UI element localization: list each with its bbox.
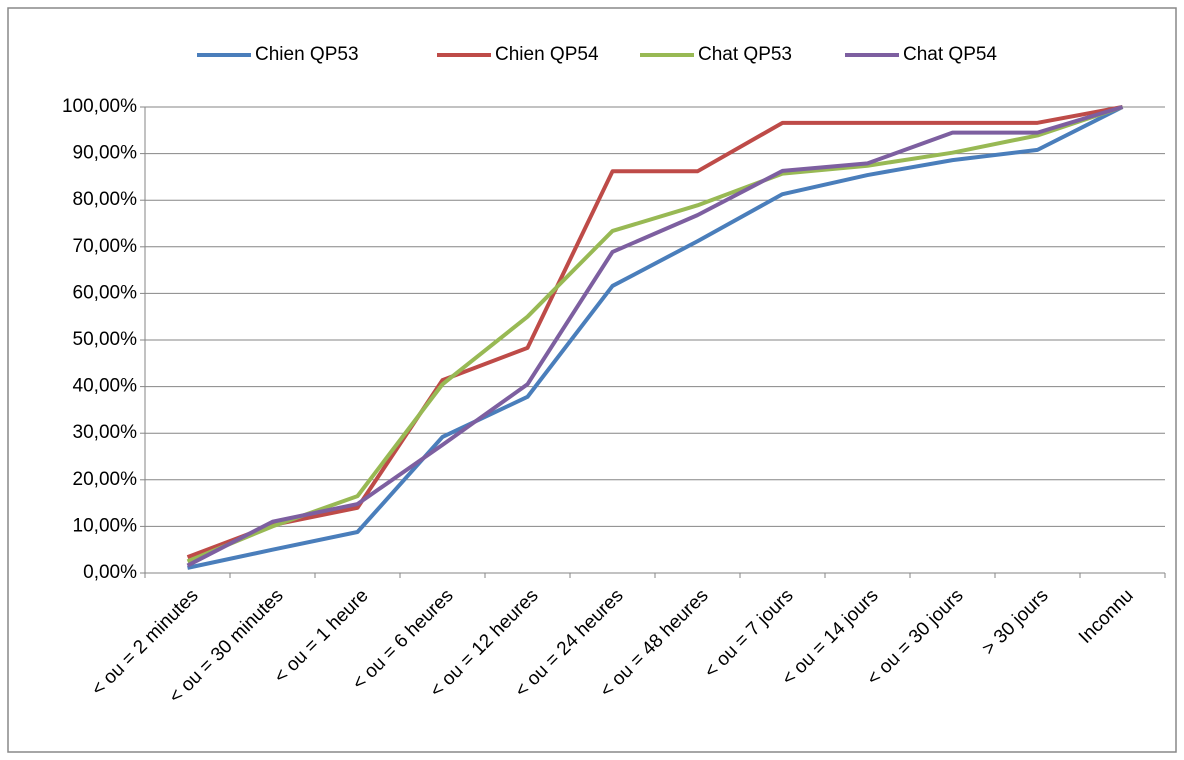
- legend-label: Chien QP54: [495, 44, 599, 65]
- y-tick-label: 20,00%: [73, 469, 138, 490]
- y-tick-label: 50,00%: [73, 329, 138, 350]
- y-tick-label: 60,00%: [73, 282, 138, 303]
- series-line: [186, 105, 1124, 568]
- legend-label: Chat QP53: [698, 44, 792, 65]
- legend-label: Chat QP54: [903, 44, 997, 65]
- y-tick-label: 30,00%: [73, 422, 138, 443]
- series-line: [186, 105, 1124, 564]
- y-tick-label: 10,00%: [73, 515, 138, 536]
- y-tick-label: 90,00%: [73, 143, 138, 164]
- y-tick-label: 70,00%: [73, 236, 138, 257]
- y-tick-label: 40,00%: [73, 376, 138, 397]
- series-line: [186, 105, 1123, 560]
- y-tick-label: 0,00%: [83, 562, 137, 583]
- series-line: [187, 105, 1124, 570]
- y-tick-label: 100,00%: [62, 96, 137, 117]
- legend-label: Chien QP53: [255, 44, 359, 65]
- y-tick-label: 80,00%: [73, 189, 138, 210]
